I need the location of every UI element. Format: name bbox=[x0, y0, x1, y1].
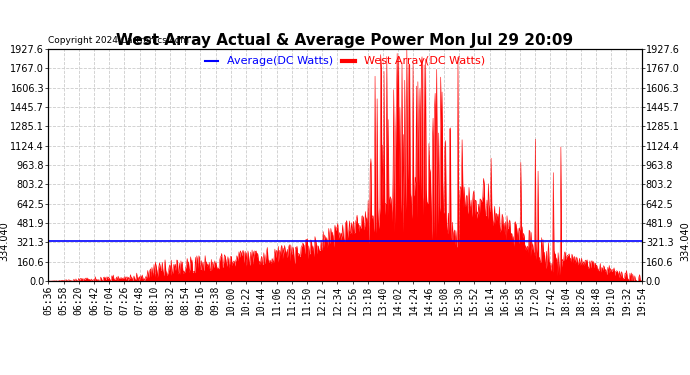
Title: West Array Actual & Average Power Mon Jul 29 20:09: West Array Actual & Average Power Mon Ju… bbox=[117, 33, 573, 48]
Text: Copyright 2024 Cartronics.com: Copyright 2024 Cartronics.com bbox=[48, 36, 189, 45]
Legend: Average(DC Watts), West Array(DC Watts): Average(DC Watts), West Array(DC Watts) bbox=[200, 52, 490, 71]
Text: 334.040: 334.040 bbox=[680, 221, 690, 261]
Text: 334.040: 334.040 bbox=[0, 221, 10, 261]
